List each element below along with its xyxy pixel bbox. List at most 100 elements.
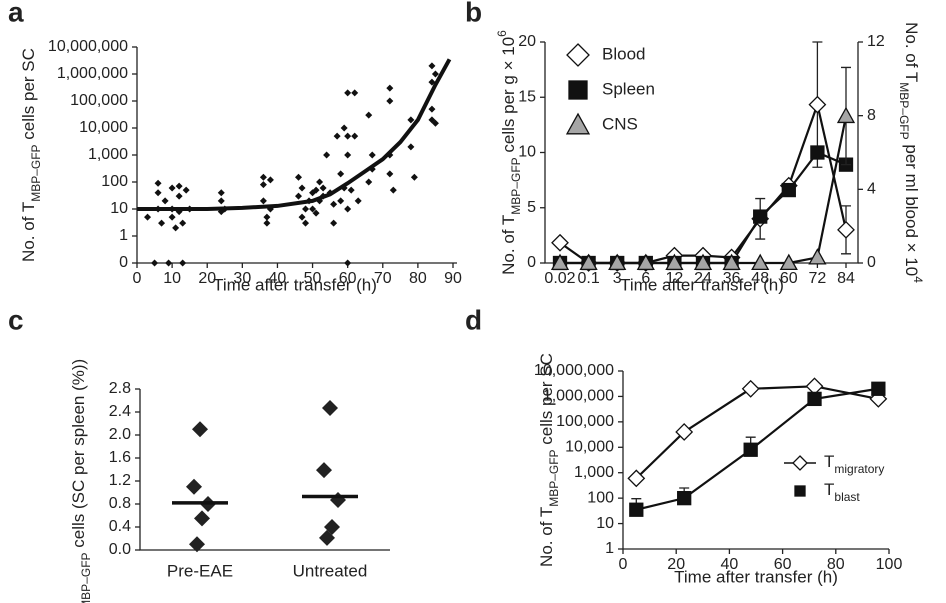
marker [566,43,590,67]
y-axis-label-part: No. of T [19,202,38,262]
x-tick-label: 3 [613,270,622,287]
y-tick-label: 100,000 [556,413,614,430]
marker [333,132,341,140]
x-axis-label: Time after transfer (h) [620,275,784,294]
marker [154,179,162,187]
x-tick-label: 12 [666,270,684,287]
legend-label: Tblast [824,480,860,504]
marker [344,205,352,213]
y-tick-label: 10,000 [565,439,614,456]
marker [627,469,646,488]
marker [266,176,274,184]
marker [410,173,418,181]
y-axis-label-part: cells per g × 10 [499,37,518,158]
panel-letter: d [465,304,482,335]
y-axis-label: No. of TMBP–GFP cells per SC [19,48,43,262]
y-axis-label-part: No. of T [537,507,556,567]
y-tick-label: 10,000 [79,119,128,136]
marker [194,510,210,527]
y-tick-label: 10 [110,200,128,217]
marker [165,259,173,267]
marker [565,112,591,135]
marker [295,192,303,200]
marker [677,490,692,506]
legend-label-part: T [824,480,834,499]
axis-line [139,389,390,551]
x-tick-label: 40 [721,556,739,573]
x-tick-label: 70 [374,270,392,287]
y-tick-label: 1 [119,227,128,244]
x-tick-label: 72 [809,270,827,287]
y-tick-label: 1,000 [88,146,128,163]
y-axis-label: TMBP–GFP cells (SC per spleen (%)) [69,359,93,603]
series-line [560,115,848,265]
marker [781,182,796,198]
marker [319,184,327,192]
y-tick-label: 10 [596,515,614,532]
x-tick-label: 0.1 [577,270,599,287]
x-tick-label: 24 [694,270,712,287]
marker [217,189,225,197]
y-axis-label-part: 6 [495,30,509,37]
y-tick-label: 20 [518,33,536,50]
panel-letter: b [465,0,482,27]
marker [365,178,373,186]
y-tick-label: 10 [518,144,536,161]
panel-letter: a [8,0,24,27]
x-tick-label: 30 [233,270,251,287]
marker [319,529,335,546]
marker [347,186,355,194]
marker [431,70,439,78]
marker [779,253,798,271]
marker [179,219,187,227]
y-tick-label: 5 [527,199,536,216]
marker [158,219,166,227]
legend-label-part: blast [834,490,860,504]
y-tick-label: 0.0 [109,541,131,558]
marker [743,442,758,457]
marker [302,219,310,227]
y-tick-label: 2.8 [109,380,131,397]
marker [217,197,225,205]
marker [323,151,331,159]
legend-label-part: migratory [834,462,884,476]
marker [365,111,373,119]
legend-label: Spleen [602,79,655,98]
marker [836,106,856,124]
marker [351,132,359,140]
panel-letter: c [8,304,24,335]
marker [298,184,306,192]
marker [807,391,822,407]
series-line [560,151,847,265]
y-tick-label: 2.0 [109,426,131,443]
marker [636,253,655,271]
x-tick-label: 50 [304,270,322,287]
y-tick-label: 15 [518,88,536,105]
y-tick-label: 0.4 [109,518,131,535]
marker [568,80,588,100]
marker [753,209,768,224]
marker [186,478,202,495]
x-tick-label: 36 [723,270,741,287]
marker [808,95,827,114]
marker [144,213,152,221]
marker [792,455,808,471]
marker [428,62,436,70]
marker [351,89,359,97]
y-tick-label: 0 [867,254,876,271]
marker [386,97,394,105]
marker [665,253,684,271]
marker [407,116,415,124]
marker [386,170,394,178]
x-axis-label: Time after transfer (h) [213,275,377,294]
marker [810,145,825,160]
y-tick-label: 100 [587,489,614,506]
marker [808,248,827,265]
x-tick-label: 40 [269,270,287,287]
marker [330,200,338,208]
marker [161,197,169,205]
marker [168,213,176,221]
y-tick-label: 10,000,000 [48,38,128,55]
y-tick-label: 2.4 [109,403,131,420]
y-tick-label: 4 [867,181,876,198]
